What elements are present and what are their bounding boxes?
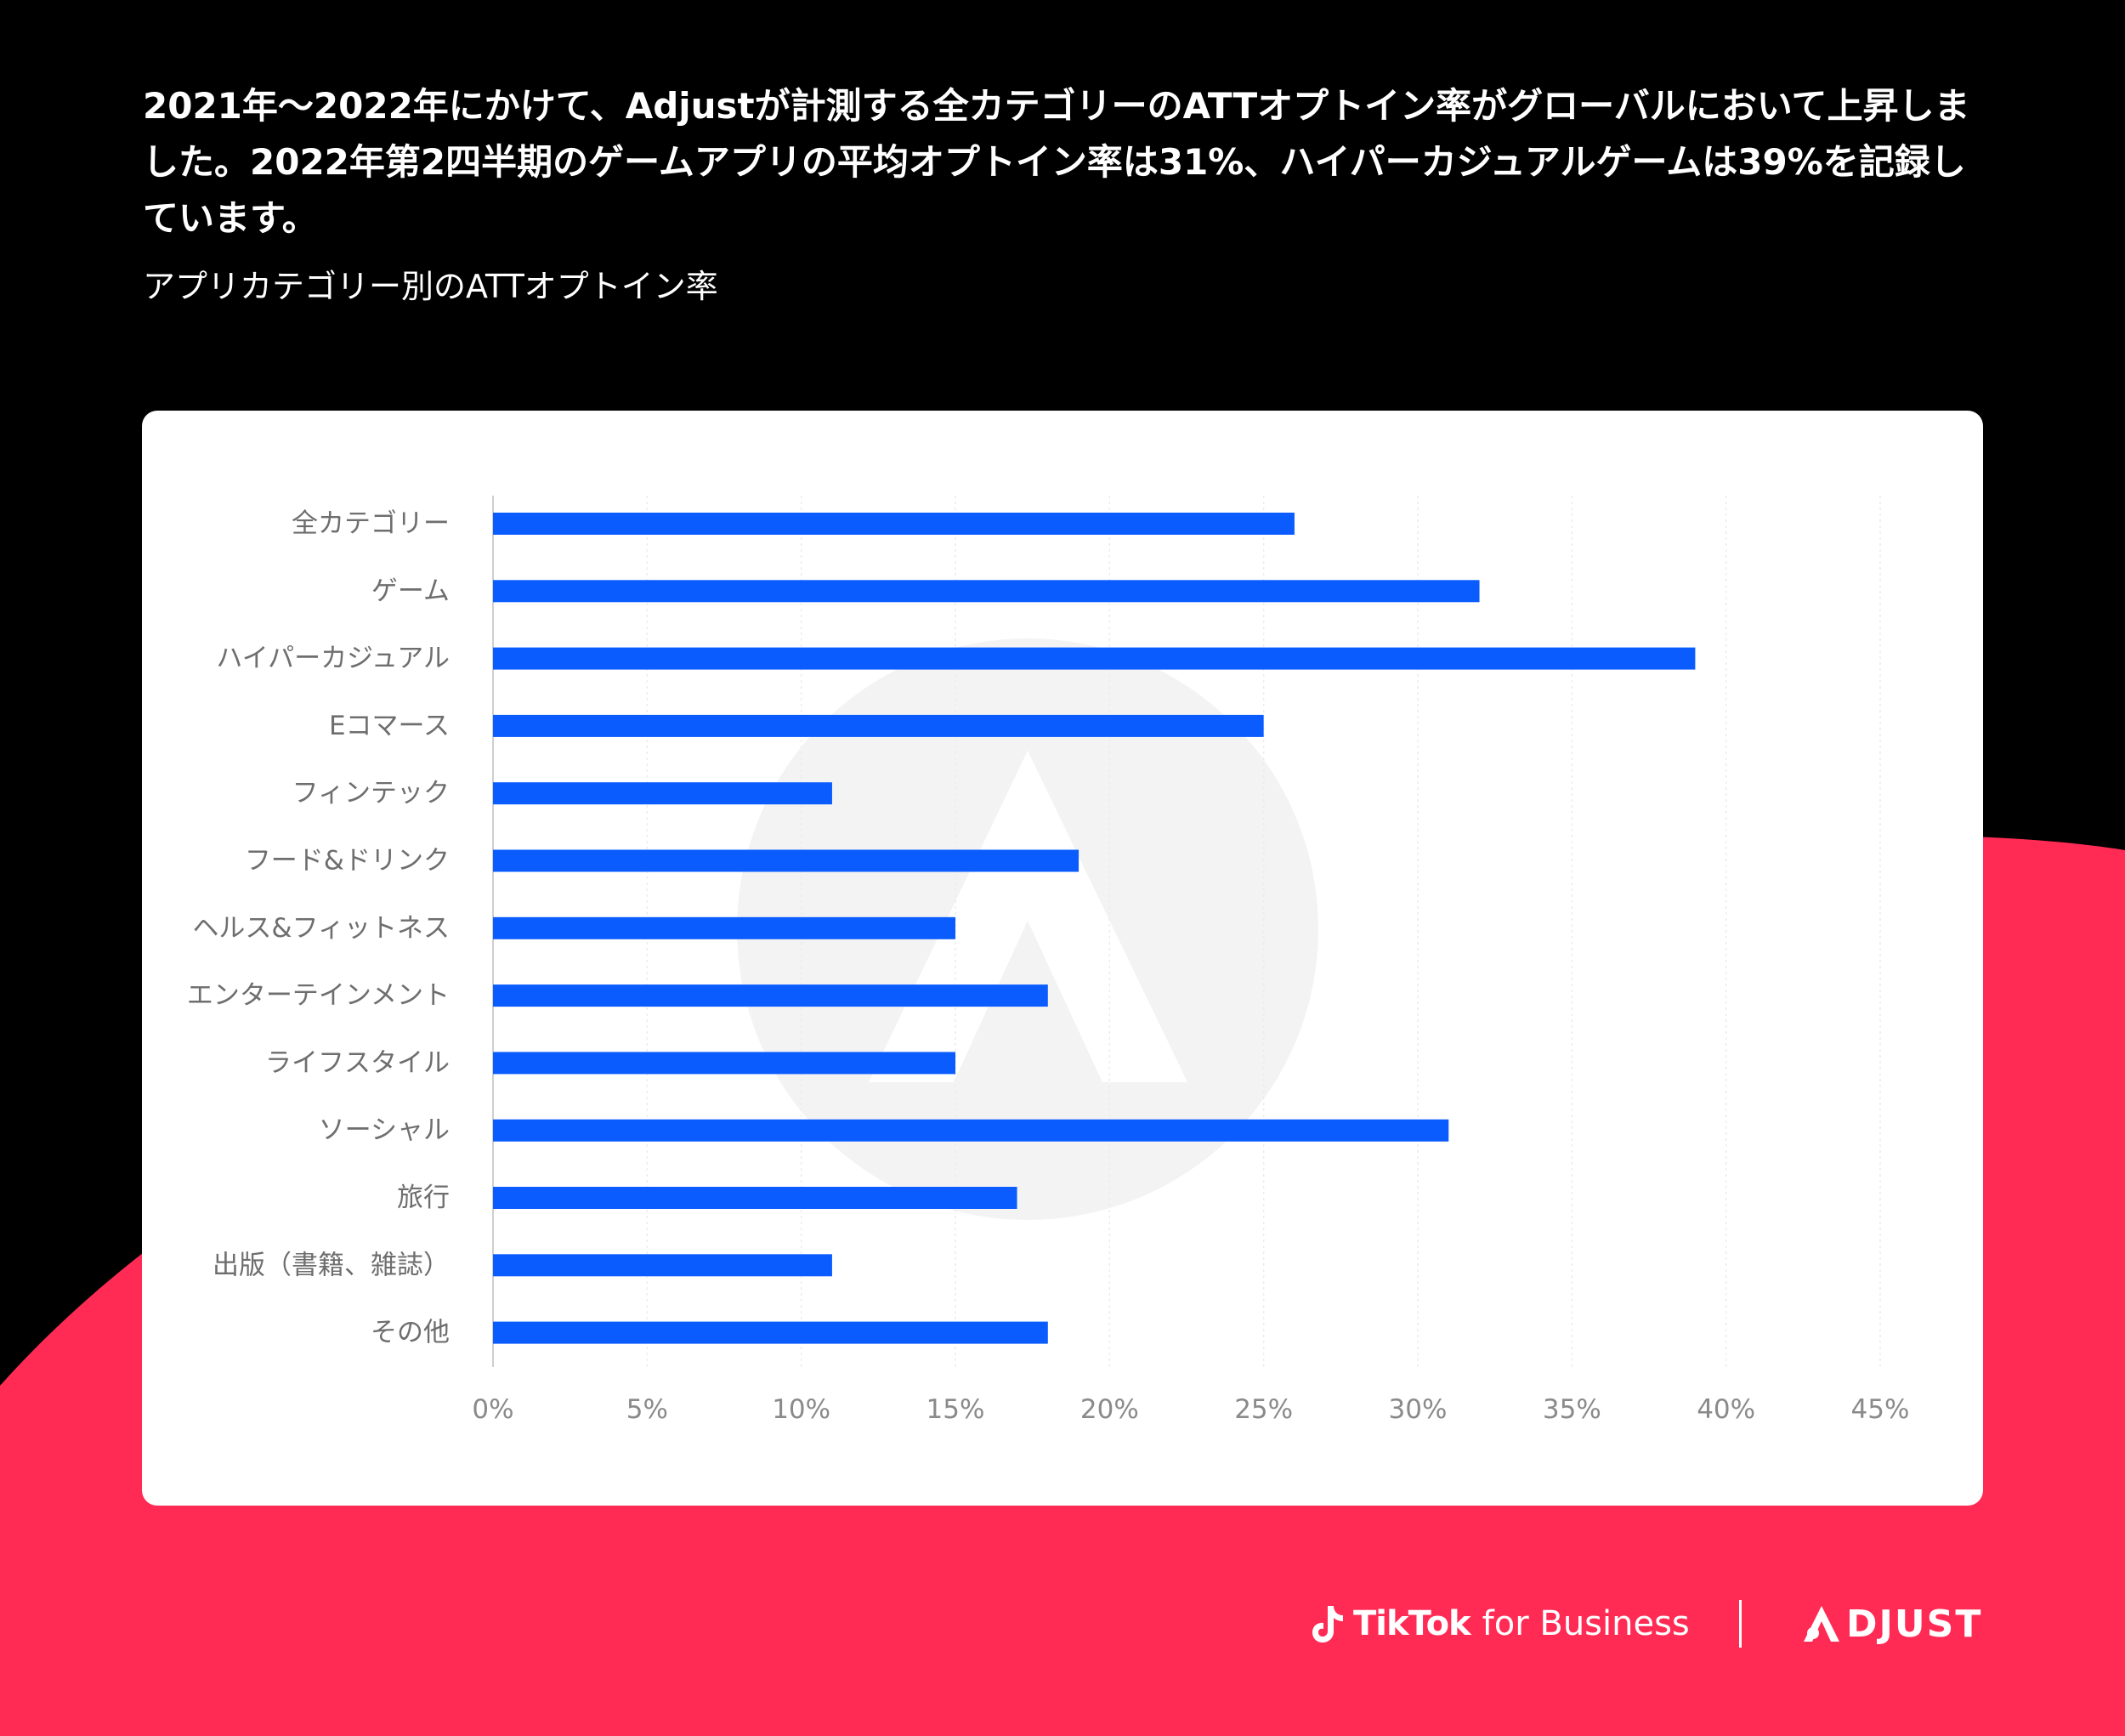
category-label: その他 (371, 1318, 450, 1348)
bar (493, 647, 1696, 670)
footer-divider (1739, 1600, 1742, 1648)
tiktok-note-icon (1312, 1606, 1343, 1642)
adjust-brand-text: DJUST (1846, 1602, 1983, 1646)
x-tick-label: 10% (772, 1394, 830, 1425)
category-label: 出版（書籍、雑誌） (212, 1250, 450, 1280)
bar (493, 782, 832, 805)
bar (493, 513, 1295, 535)
x-tick-label: 5% (626, 1394, 668, 1425)
category-label: エンターテインメント (187, 980, 450, 1011)
category-label: フード&ドリンク (245, 846, 450, 877)
bar (493, 984, 1048, 1007)
category-label: フィンテック (292, 778, 450, 808)
bar (493, 849, 1080, 872)
grid-lines (492, 496, 1881, 1367)
category-label: ゲーム (371, 576, 450, 606)
footer: TikTok for Business DJUST (0, 1581, 2125, 1666)
x-tick-label: 45% (1851, 1394, 1910, 1425)
bar (493, 1254, 832, 1277)
x-tick-label: 25% (1234, 1394, 1293, 1425)
x-tick-label: 20% (1080, 1394, 1139, 1425)
bars (493, 513, 1696, 1344)
category-label: 全カテゴリー (292, 508, 450, 539)
category-label: Eコマース (329, 711, 450, 741)
category-label: ヘルス&フィットネス (192, 913, 450, 944)
chart-card: 全カテゴリーゲームハイパーカジュアル Eコマースフィンテックフード&ドリンクヘルス… (142, 411, 1983, 1506)
chart-title: アプリカテゴリー別のATTオプトイン率 (143, 268, 718, 305)
tiktok-for-business-logo: TikTok for Business (1309, 1598, 1690, 1649)
bar (493, 1052, 955, 1075)
adjust-logo: DJUST (1800, 1598, 1982, 1649)
tiktok-suffix-text: for Business (1482, 1604, 1690, 1643)
category-label: ソーシャル (319, 1115, 450, 1146)
x-tick-label: 0% (472, 1394, 513, 1425)
x-tick-label: 30% (1389, 1394, 1448, 1425)
x-tick-label: 15% (926, 1394, 985, 1425)
bar (493, 580, 1480, 603)
category-label: ライフスタイル (265, 1047, 450, 1078)
bar (493, 916, 955, 939)
x-axis-tick-labels: 0% 5% 10% 15% 20% 25% 30% 35% 40% 45% (472, 1394, 1909, 1425)
tiktok-brand-text: TikTok (1353, 1604, 1471, 1643)
bar (493, 714, 1264, 737)
headline: 2021年～2022年にかけて、Adjustが計測する全カテゴリーのATTオプト… (143, 85, 1970, 239)
adjust-a-icon (1804, 1606, 1839, 1642)
x-tick-label: 40% (1697, 1394, 1755, 1425)
category-label: 旅行 (397, 1183, 450, 1213)
category-label: ハイパーカジュアル (216, 644, 450, 674)
bar (493, 1187, 1017, 1209)
x-tick-label: 35% (1543, 1394, 1601, 1425)
bar (493, 1321, 1048, 1344)
bar (493, 1119, 1449, 1142)
